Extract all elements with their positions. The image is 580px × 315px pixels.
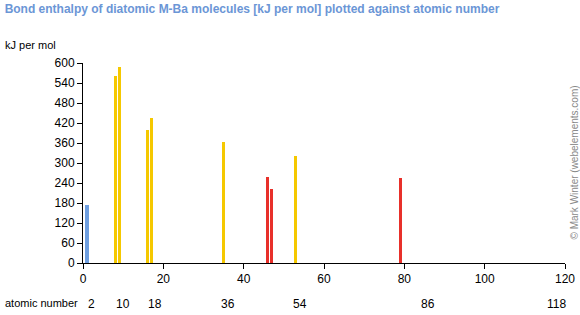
- svg-text:40: 40: [237, 272, 251, 286]
- svg-text:Bond enthalpy of diatomic M-Ba: Bond enthalpy of diatomic M-Ba molecules…: [5, 2, 500, 16]
- svg-text:2: 2: [88, 297, 95, 311]
- svg-text:kJ per mol: kJ per mol: [5, 39, 56, 51]
- svg-text:86: 86: [421, 297, 435, 311]
- svg-text:540: 540: [55, 76, 75, 90]
- svg-text:60: 60: [317, 272, 331, 286]
- svg-text:atomic number: atomic number: [5, 297, 78, 309]
- svg-text:180: 180: [55, 196, 75, 210]
- svg-text:20: 20: [157, 272, 171, 286]
- svg-text:18: 18: [148, 297, 162, 311]
- svg-text:420: 420: [55, 116, 75, 130]
- svg-text:0: 0: [80, 272, 87, 286]
- svg-text:118: 118: [547, 297, 566, 311]
- svg-text:600: 600: [55, 56, 75, 70]
- svg-text:240: 240: [55, 176, 75, 190]
- svg-text:80: 80: [398, 272, 412, 286]
- svg-text:480: 480: [55, 96, 75, 110]
- svg-text:0: 0: [68, 256, 75, 270]
- svg-text:120: 120: [55, 216, 75, 230]
- svg-text:60: 60: [61, 236, 75, 250]
- svg-text:360: 360: [55, 136, 75, 150]
- svg-text:120: 120: [555, 272, 575, 286]
- svg-text:300: 300: [55, 156, 75, 170]
- svg-text:36: 36: [221, 297, 235, 311]
- svg-text:© Mark Winter (webelements.com: © Mark Winter (webelements.com): [569, 85, 580, 239]
- svg-text:54: 54: [293, 297, 307, 311]
- svg-text:100: 100: [475, 272, 495, 286]
- svg-text:10: 10: [116, 297, 130, 311]
